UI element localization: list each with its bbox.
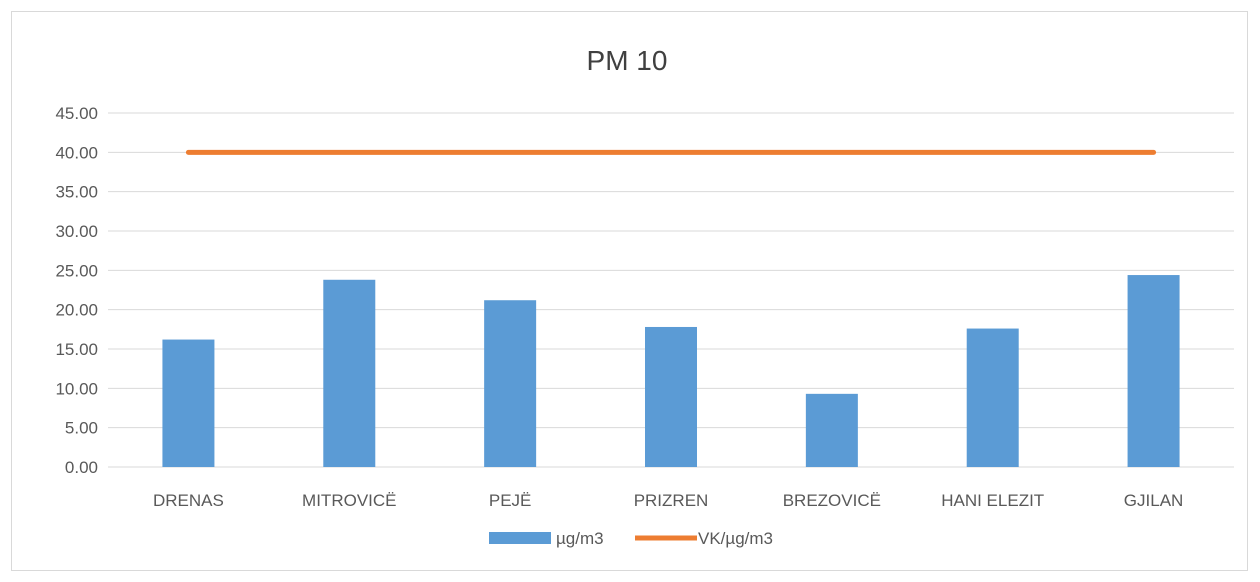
bar-series bbox=[162, 275, 1180, 467]
bar bbox=[805, 393, 858, 467]
y-tick-label: 35.00 bbox=[55, 183, 98, 202]
y-tick-label: 30.00 bbox=[55, 222, 98, 241]
chart-frame: PM 10 0.00 5.00 10.00 15.00 20.00 25.00 30.00 3… bbox=[11, 11, 1248, 571]
x-tick-label: GJILAN bbox=[1124, 491, 1184, 510]
chart-svg: PM 10 0.00 5.00 10.00 15.00 20.00 25.00 30.00 3… bbox=[55, 45, 1234, 548]
bar bbox=[1127, 275, 1180, 467]
bar bbox=[162, 339, 215, 467]
x-tick-label: BREZOVICË bbox=[783, 491, 881, 510]
bar bbox=[323, 279, 376, 467]
x-tick-label: HANI ELEZIT bbox=[941, 491, 1044, 510]
legend-swatch-bar bbox=[489, 532, 551, 544]
x-tick-label: PRIZREN bbox=[634, 491, 709, 510]
y-tick-label: 10.00 bbox=[55, 379, 98, 398]
y-tick-label: 45.00 bbox=[55, 104, 98, 123]
x-tick-label: MITROVICË bbox=[302, 491, 396, 510]
x-tick-label: DRENAS bbox=[153, 491, 224, 510]
y-axis-ticks: 0.00 5.00 10.00 15.00 20.00 25.00 30.00 35.00 40… bbox=[55, 104, 98, 477]
y-tick-label: 25.00 bbox=[55, 261, 98, 280]
chart-title: PM 10 bbox=[587, 45, 668, 76]
bar bbox=[484, 300, 537, 467]
x-tick-label: PEJË bbox=[489, 491, 532, 510]
y-tick-label: 20.00 bbox=[55, 301, 98, 320]
legend-label-line: VK/µg/m3 bbox=[698, 529, 773, 548]
legend: µg/m3 VK/µg/m3 bbox=[489, 529, 773, 548]
bar bbox=[645, 326, 697, 467]
y-tick-label: 40.00 bbox=[55, 143, 98, 162]
bar bbox=[966, 328, 1019, 467]
legend-label-bar: µg/m3 bbox=[556, 529, 604, 548]
y-tick-label: 0.00 bbox=[65, 458, 98, 477]
x-axis-ticks: DRENAS MITROVICË PEJË PRIZREN BREZOVICË HANI … bbox=[153, 491, 1183, 510]
y-tick-label: 5.00 bbox=[65, 419, 98, 438]
y-tick-label: 15.00 bbox=[55, 340, 98, 359]
